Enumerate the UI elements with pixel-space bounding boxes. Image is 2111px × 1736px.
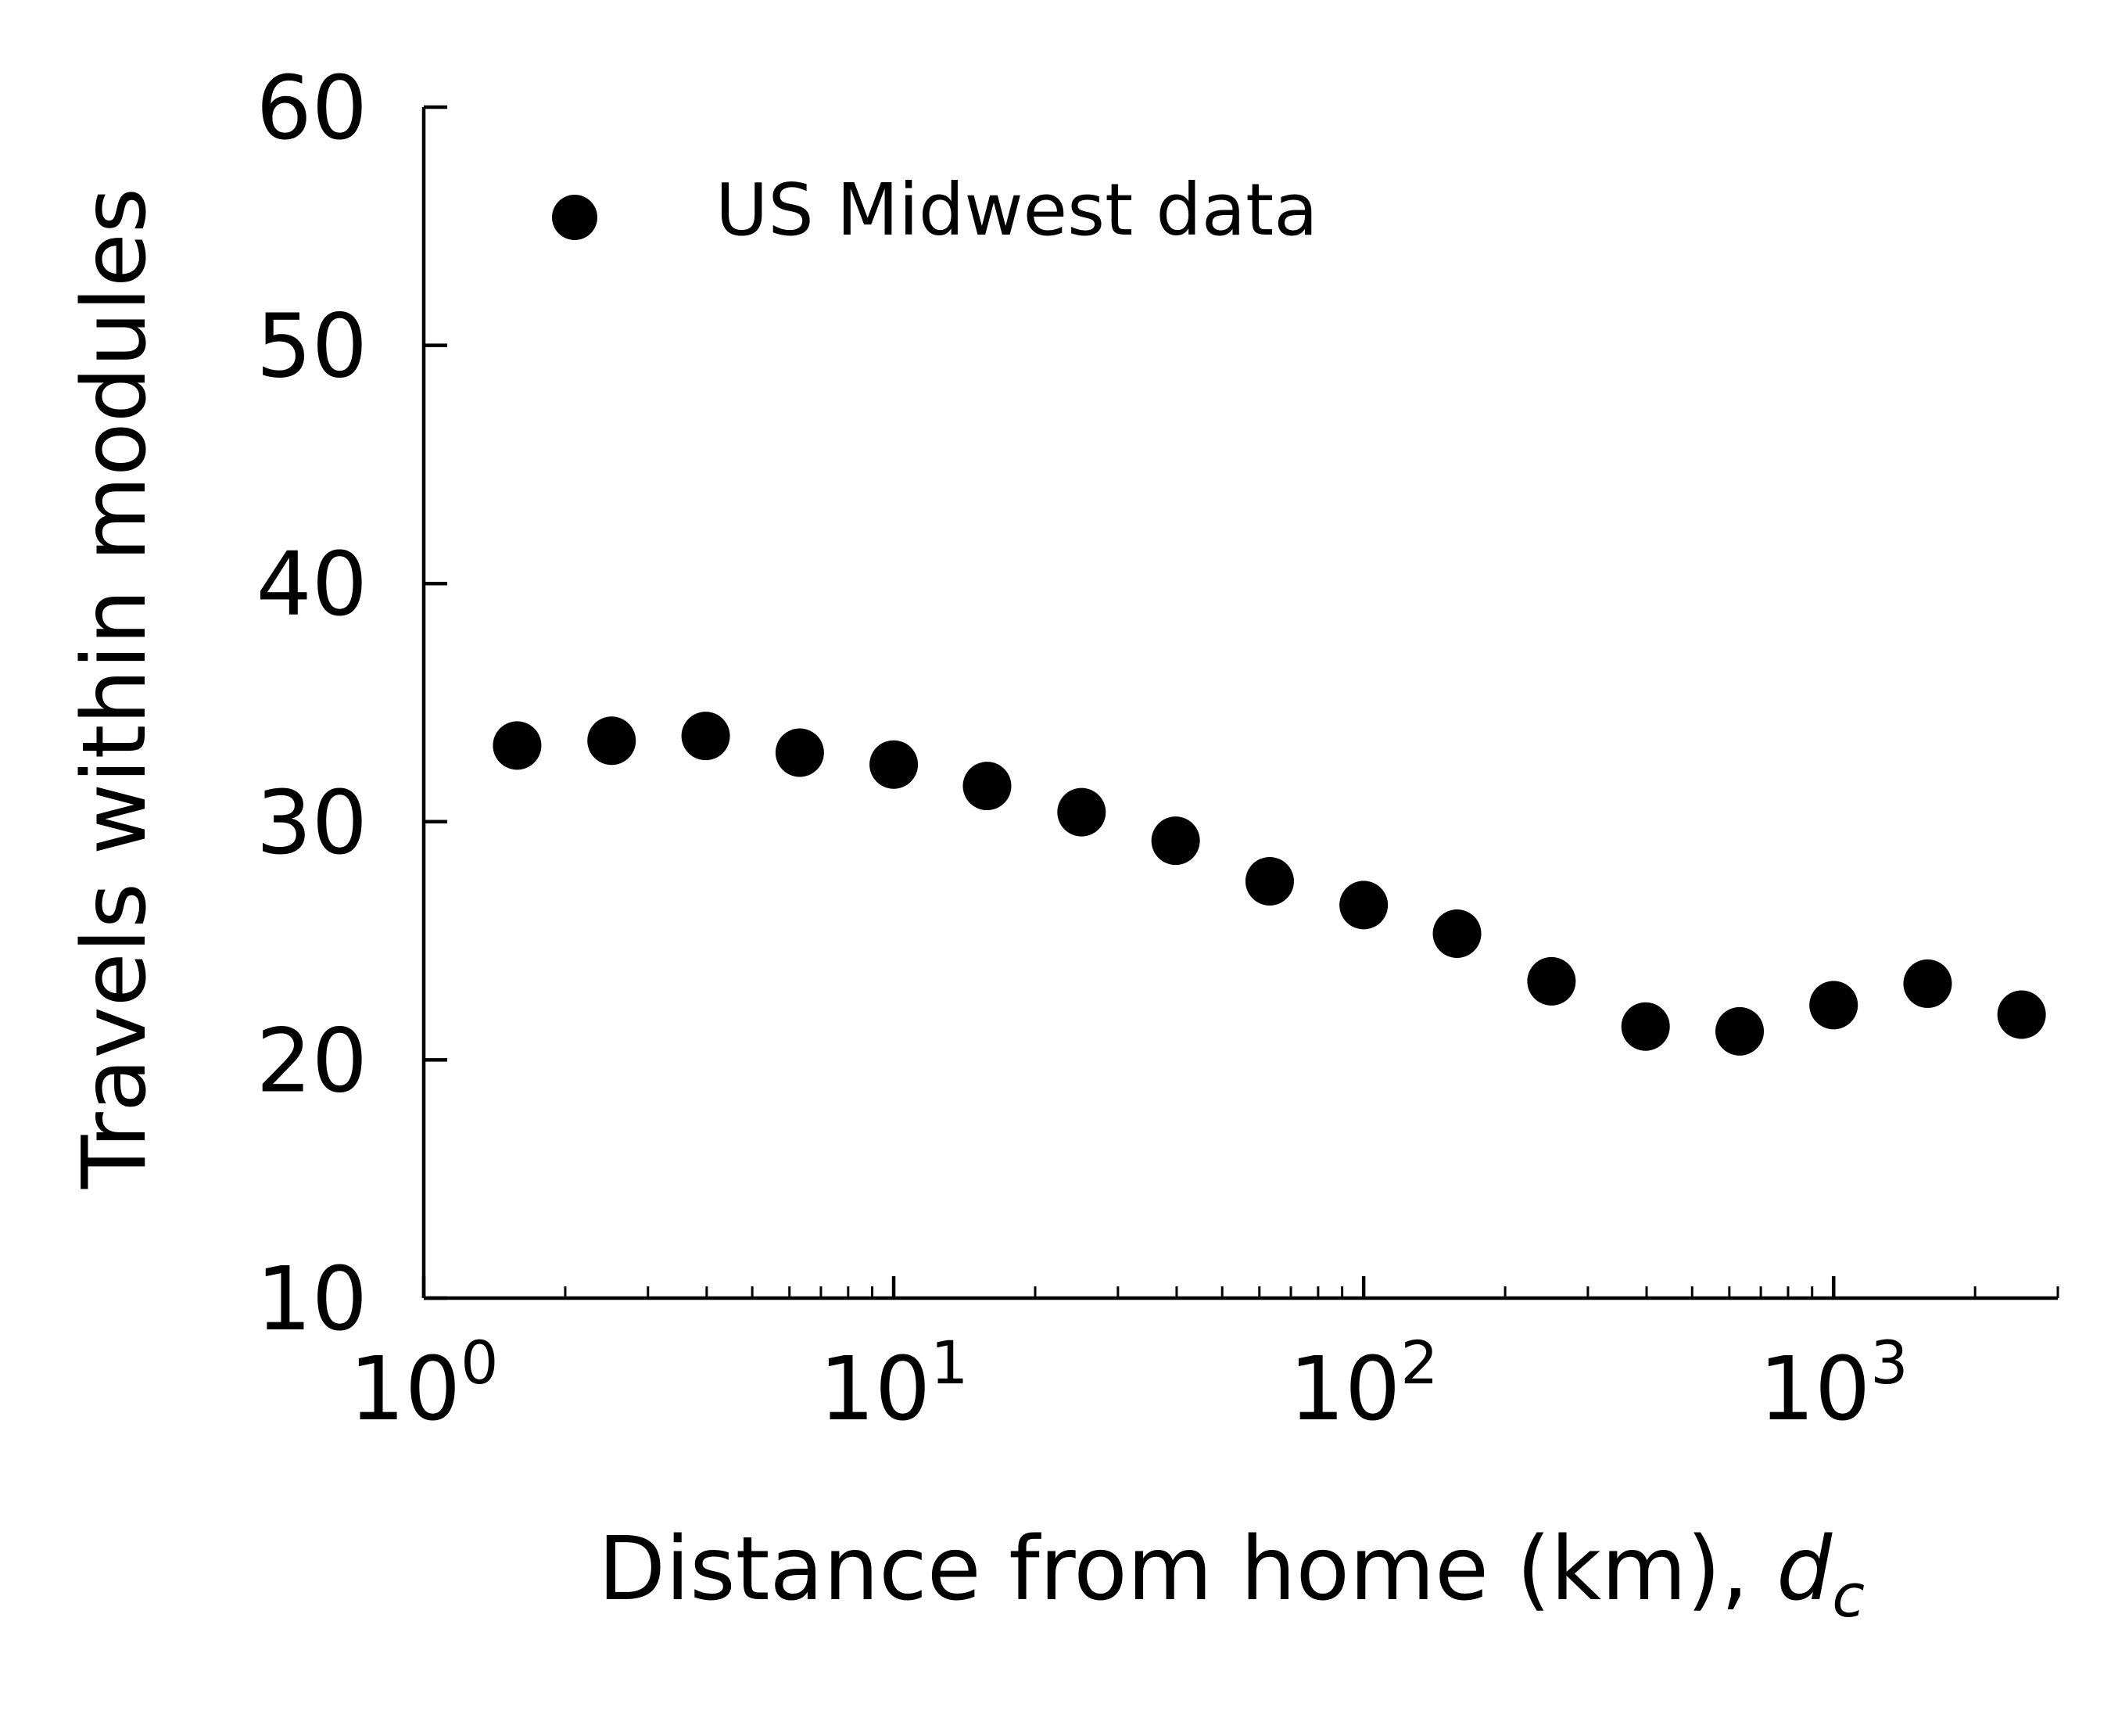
data-point bbox=[1057, 787, 1106, 837]
x-axis-label-text: Distance from home (km), bbox=[598, 1519, 1776, 1620]
data-point bbox=[1245, 856, 1294, 906]
x-tick-label: 102 bbox=[1289, 1328, 1439, 1440]
y-tick-label: 40 bbox=[256, 534, 367, 636]
x-tick-label: 100 bbox=[349, 1328, 499, 1440]
data-point bbox=[962, 762, 1012, 811]
data-point bbox=[1527, 956, 1576, 1006]
axes bbox=[421, 107, 2058, 1300]
data-point bbox=[1903, 959, 1952, 1008]
y-tick-label: 50 bbox=[256, 296, 367, 398]
data-point bbox=[1809, 981, 1858, 1030]
data-point bbox=[775, 728, 824, 777]
data-point bbox=[1621, 1002, 1670, 1051]
x-tick-label: 101 bbox=[819, 1328, 969, 1440]
x-axis-label-variable: d bbox=[1776, 1519, 1833, 1620]
y-tick-label: 10 bbox=[256, 1249, 367, 1350]
legend-label: US Midwest data bbox=[715, 168, 1318, 252]
data-point bbox=[1339, 881, 1389, 930]
y-tick-label: 30 bbox=[256, 773, 367, 874]
x-axis-label-subscript: c bbox=[1832, 1561, 1865, 1630]
x-tick-label: 103 bbox=[1759, 1328, 1909, 1440]
y-tick-label: 60 bbox=[256, 58, 367, 160]
legend: US Midwest data bbox=[552, 168, 1318, 252]
data-point bbox=[681, 712, 730, 761]
data-point bbox=[1151, 816, 1200, 866]
axis-ticks: 10 20 30 40 50 60 100 101 102 103 bbox=[256, 58, 2059, 1440]
x-axis-label: Distance from home (km), dc bbox=[598, 1519, 1865, 1630]
data-point bbox=[1432, 909, 1482, 958]
y-axis-label: Travels within modules bbox=[64, 188, 166, 1189]
data-point bbox=[587, 716, 636, 766]
data-point bbox=[869, 740, 919, 789]
data-point bbox=[1997, 990, 2046, 1039]
y-tick-label: 20 bbox=[256, 1010, 367, 1112]
data-points bbox=[493, 712, 2046, 1056]
legend-marker bbox=[552, 195, 597, 240]
data-point bbox=[493, 721, 542, 770]
data-point bbox=[1715, 1006, 1765, 1056]
